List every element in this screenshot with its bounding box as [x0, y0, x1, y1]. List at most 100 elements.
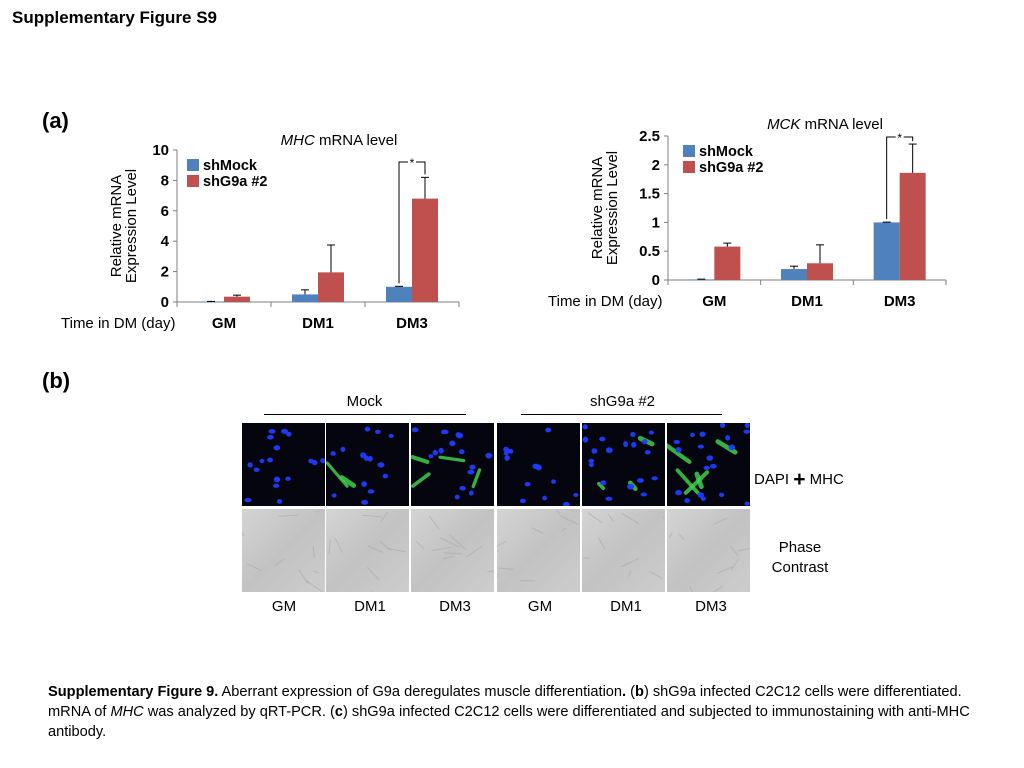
- mhc-fiber: [683, 470, 710, 495]
- nucleus: [706, 455, 714, 461]
- nucleus: [703, 465, 710, 470]
- fluorescence-canvas: [244, 428, 325, 504]
- mck-legend-swatch-1: [683, 161, 695, 173]
- cell-outline: [497, 549, 500, 553]
- nucleus: [273, 476, 281, 483]
- cell-outline: [428, 515, 440, 530]
- nucleus: [700, 496, 706, 501]
- nucleus: [367, 455, 373, 462]
- cell-outline: [716, 566, 734, 574]
- fluorescence-canvas: [503, 427, 579, 506]
- panel-b-label: (b): [42, 368, 71, 393]
- row-label-phase-contrast: Phase Contrast: [752, 538, 848, 578]
- cell-outline: [737, 547, 750, 552]
- caption-dot: .: [622, 684, 627, 700]
- column-label-shg9a-dm1: DM1: [610, 598, 642, 615]
- nucleus: [504, 455, 510, 461]
- nucleus: [699, 431, 706, 437]
- nucleus: [744, 423, 750, 429]
- nucleus: [623, 441, 628, 448]
- nucleus: [588, 462, 594, 468]
- cell-outline: [334, 538, 344, 554]
- cell-outline: [648, 570, 663, 580]
- mck-legend-swatch-0: [683, 145, 695, 157]
- figure-caption: Supplementary Figure 9. Aberrant express…: [48, 682, 988, 742]
- nucleus: [631, 441, 637, 448]
- nucleus: [485, 452, 493, 459]
- nucleus: [330, 451, 336, 456]
- mhc-fiber: [438, 455, 466, 463]
- row-label-phase: Phase: [778, 539, 822, 556]
- nucleus: [719, 423, 726, 428]
- group-label-mock: Mock: [346, 393, 383, 410]
- cell-outline: [678, 533, 685, 541]
- mhc-bar-shmock-dm1: [292, 294, 318, 302]
- mck-title-gene: MCK: [767, 116, 801, 133]
- nucleus: [697, 444, 704, 449]
- cell-outline: [627, 570, 632, 577]
- caption-part4: was analyzed by qRT-PCR. (: [143, 704, 335, 720]
- phase-canvas: [328, 511, 406, 592]
- nucleus: [244, 498, 252, 503]
- caption-part2: (: [626, 684, 636, 700]
- nucleus: [503, 451, 509, 456]
- row-label-contrast: Contrast: [771, 559, 829, 576]
- mhc-fiber: [326, 461, 349, 488]
- row-label-mhc: MHC: [809, 471, 844, 488]
- nucleus: [449, 440, 456, 447]
- cell-outline: [312, 546, 315, 558]
- mck-ytick-label-1: 0.5: [639, 243, 660, 260]
- nucleus: [675, 489, 682, 496]
- nucleus: [320, 458, 325, 464]
- nucleus: [588, 458, 595, 463]
- cell-outline: [497, 567, 514, 570]
- nucleus: [697, 492, 704, 498]
- mhc-fiber: [411, 455, 430, 464]
- mck-bar-shg9a-dm1: [807, 263, 833, 280]
- nucleus: [454, 494, 460, 500]
- nucleus: [286, 431, 292, 437]
- cell-outline: [607, 513, 614, 522]
- column-label-mock-dm3: DM3: [439, 598, 471, 615]
- mck-ytick-label-5: 2.5: [639, 128, 660, 145]
- cell-outline: [668, 532, 673, 538]
- mck-ylabel: Relative mRNAExpression Level: [589, 151, 621, 265]
- nucleus: [684, 498, 691, 503]
- caption-b-letter: b: [635, 684, 644, 700]
- mhc-ytick-label-1: 2: [161, 264, 169, 281]
- nucleus: [276, 499, 283, 504]
- figure-title: Supplementary Figure S9: [12, 8, 217, 27]
- cell-outline: [274, 558, 285, 567]
- cell-outline: [431, 546, 452, 552]
- phase-canvas: [582, 512, 665, 580]
- fluorescence-canvas: [667, 423, 750, 506]
- cell-outline: [370, 590, 373, 592]
- nucleus: [508, 448, 514, 454]
- mhc-bar-shmock-dm3: [386, 286, 412, 302]
- phase-contrast-image-shg9a-dm1: [582, 509, 665, 592]
- fluorescence-image-mock-dm1: [326, 423, 409, 506]
- nucleus: [272, 483, 280, 488]
- mck-ytick-label-4: 2: [652, 157, 660, 174]
- mhc-ytick-label-3: 6: [161, 203, 169, 220]
- cell-outline: [278, 514, 299, 517]
- nucleus: [253, 467, 260, 473]
- nucleus: [388, 433, 394, 438]
- mhc-xlabel: Time in DM (day): [61, 315, 175, 332]
- phase-canvas: [415, 515, 494, 573]
- mck-xlabel: Time in DM (day): [548, 293, 662, 310]
- nucleus: [331, 493, 337, 498]
- cell-outline: [620, 557, 640, 568]
- caption-lead: Supplementary Figure 9.: [48, 684, 219, 700]
- fluorescence-canvas: [326, 426, 394, 505]
- fluorescence-canvas: [411, 427, 493, 500]
- mhc-ylabel-line-1: Expression Level: [123, 169, 140, 283]
- nucleus: [689, 432, 695, 438]
- nucleus: [744, 501, 750, 506]
- fluorescence-image-shg9a-dm3: [667, 423, 750, 506]
- phase-contrast-image-shg9a-gm: [497, 509, 580, 592]
- nucleus: [377, 462, 385, 468]
- mck-legend-label-0: shMock: [699, 144, 754, 160]
- fluorescence-canvas: [582, 424, 658, 501]
- mck-significance-gap: [895, 133, 904, 141]
